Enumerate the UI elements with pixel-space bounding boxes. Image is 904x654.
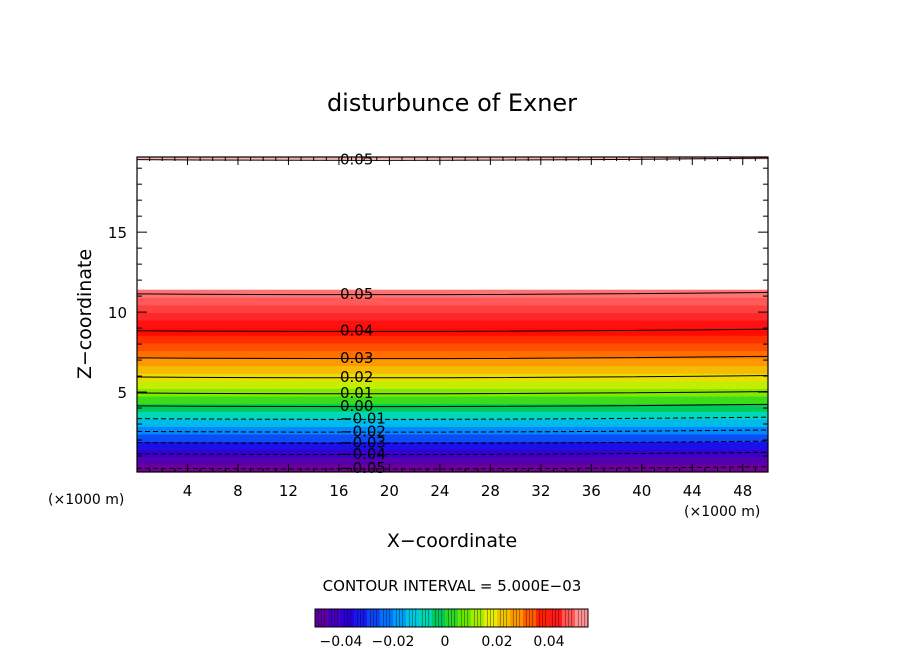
contour-line	[137, 328, 768, 332]
contour-label: 0.03	[340, 349, 373, 367]
x-axis-label: X−coordinate	[387, 530, 517, 552]
colorbar-tick-label: −0.02	[372, 634, 415, 650]
x-tick-label: 12	[279, 482, 298, 500]
contour-label: 0.01	[340, 384, 373, 402]
colorbar-tick-label: −0.04	[320, 634, 363, 650]
contour-band	[137, 380, 768, 389]
y-tick-label: 10	[108, 304, 127, 322]
contour-labels: 0.050.050.040.030.020.010.00−0.01−0.02−0…	[340, 151, 386, 478]
contour-line	[137, 451, 768, 456]
contour-line	[137, 416, 768, 420]
contour-line	[137, 440, 768, 444]
contour-band	[137, 434, 768, 443]
x-tick-label: 24	[430, 482, 449, 500]
contour-label: −0.01	[340, 410, 386, 428]
x-tick-label: 28	[481, 482, 500, 500]
contour-label: −0.02	[340, 422, 386, 440]
contour-band	[137, 350, 768, 359]
contour-band	[137, 396, 768, 405]
contour-band	[137, 358, 768, 367]
y-tick-label: 5	[117, 384, 127, 402]
contour-line	[137, 375, 768, 379]
contour-band	[137, 456, 768, 465]
contour-band	[137, 297, 768, 306]
y-axis-label: Z−coordinate	[74, 249, 96, 379]
contour-band	[137, 342, 768, 351]
contour-label: 0.04	[340, 322, 373, 340]
x-tick-label: 16	[329, 482, 348, 500]
x-tick-label: 32	[531, 482, 550, 500]
contour-label: −0.03	[340, 434, 386, 452]
contour-band	[137, 335, 768, 344]
contour-band	[137, 441, 768, 450]
contour-band	[137, 426, 768, 435]
colorbar	[315, 609, 589, 627]
contour-label: 0.05	[340, 285, 373, 303]
contour-interval-text: CONTOUR INTERVAL = 5.000E−03	[323, 577, 582, 595]
contour-label: 0.00	[340, 397, 373, 415]
contour-band	[137, 312, 768, 321]
contour-band	[137, 320, 768, 329]
contour-line	[137, 355, 768, 360]
x-tick-label: 8	[233, 482, 243, 500]
y-axis-ticks: 5 10 15	[108, 167, 768, 457]
contour-band	[137, 289, 768, 298]
contour-band	[137, 403, 768, 412]
x-tick-label: 40	[632, 482, 651, 500]
contour-line	[137, 291, 768, 296]
contour-band	[137, 418, 768, 427]
chart-title: disturbunce of Exner	[327, 89, 577, 117]
contour-line	[137, 429, 768, 433]
contour-band	[137, 411, 768, 420]
contour-line	[137, 391, 768, 395]
x-tick-label: 20	[380, 482, 399, 500]
contour-band	[137, 449, 768, 458]
contour-line	[137, 403, 768, 408]
contour-band	[137, 304, 768, 314]
y-tick-label: 15	[108, 224, 127, 242]
contour-band	[137, 365, 768, 374]
colorbar-tick-label: 0.04	[533, 634, 564, 650]
x-unit-right: (×1000 m)	[684, 504, 760, 520]
x-unit-left: (×1000 m)	[48, 492, 124, 508]
contour-bands	[137, 157, 768, 472]
x-tick-label: 36	[582, 482, 601, 500]
colorbar-tick-label: 0	[441, 634, 450, 650]
colorbar-tick-label: 0.02	[481, 634, 512, 650]
contour-label: 0.02	[340, 368, 373, 386]
contour-label: −0.05	[340, 459, 386, 477]
x-tick-label: 48	[733, 482, 752, 500]
colorbar-frame	[314, 608, 589, 628]
contour-band	[137, 388, 768, 397]
colorbar-tick-labels: −0.04 −0.02 0 0.02 0.04	[320, 634, 565, 650]
contour-label: −0.04	[340, 445, 386, 463]
x-axis-ticks: 4 8 12 16 20 24 28 32 36 40 44 48	[149, 157, 756, 500]
contour-label: 0.05	[340, 151, 373, 169]
x-tick-label: 4	[183, 482, 193, 500]
x-tick-label: 44	[683, 482, 702, 500]
